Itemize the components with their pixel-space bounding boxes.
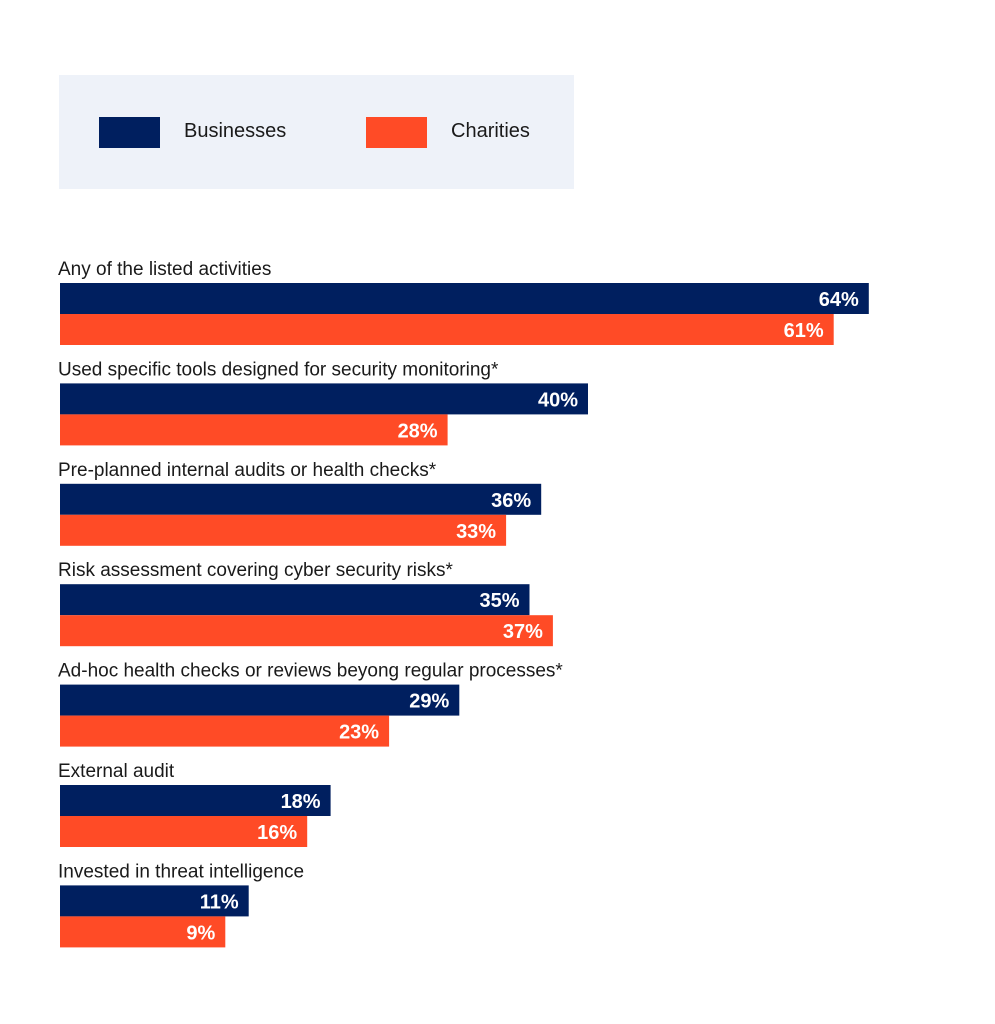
bar-charities — [60, 715, 390, 747]
data-label: 37% — [503, 621, 543, 643]
legend-swatch-charities — [366, 117, 427, 148]
bar-charities — [60, 615, 553, 647]
category-label: Any of the listed activities — [58, 259, 271, 280]
bar-businesses — [60, 584, 530, 616]
category-label: External audit — [58, 761, 175, 782]
data-label: 33% — [456, 521, 496, 543]
data-label: 35% — [479, 590, 519, 612]
data-label: 40% — [538, 389, 578, 411]
bar-charities — [60, 414, 448, 446]
bar-charities — [60, 816, 308, 847]
bar-businesses — [60, 383, 588, 415]
data-label: 61% — [784, 320, 824, 342]
bar-charities — [60, 514, 507, 546]
category-label: Used specific tools designed for securit… — [58, 359, 499, 380]
category-label: Ad-hoc health checks or reviews beyong r… — [58, 661, 563, 682]
data-label: 9% — [186, 922, 215, 944]
category-label: Risk assessment covering cyber security … — [58, 560, 453, 581]
bar-businesses — [60, 684, 460, 716]
data-label: 36% — [491, 490, 531, 512]
bar-businesses — [60, 785, 331, 816]
legend-swatch-businesses — [99, 117, 160, 148]
bar-businesses — [60, 885, 249, 917]
bar-charities — [60, 314, 834, 345]
legend-label-charities: Charities — [451, 120, 530, 142]
category-label: Pre-planned internal audits or health ch… — [58, 460, 437, 481]
data-label: 11% — [200, 891, 239, 913]
bar-charities — [60, 916, 226, 948]
data-label: 18% — [281, 791, 321, 813]
data-label: 64% — [819, 289, 859, 311]
data-label: 28% — [398, 420, 438, 442]
data-label: 16% — [257, 822, 297, 844]
legend: Businesses Charities — [59, 75, 574, 189]
legend-label-businesses: Businesses — [184, 120, 287, 142]
bar-businesses — [60, 283, 869, 314]
data-label: 29% — [409, 691, 449, 713]
data-label: 23% — [339, 722, 379, 744]
category-label: Invested in threat intelligence — [58, 861, 304, 882]
bar-businesses — [60, 483, 542, 515]
